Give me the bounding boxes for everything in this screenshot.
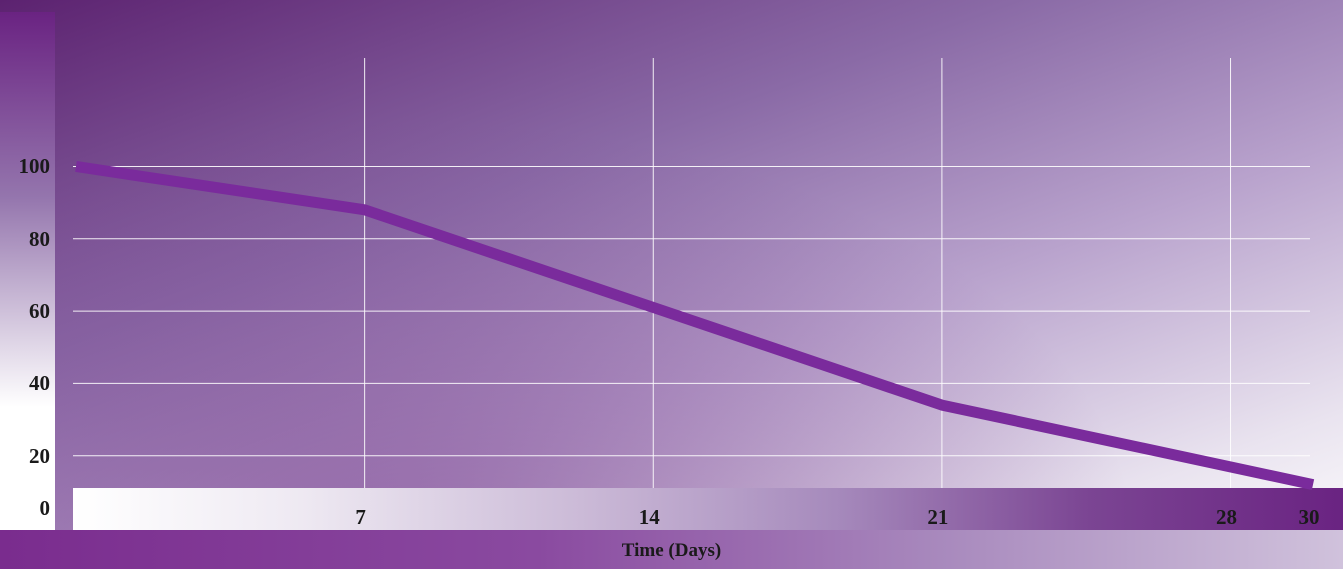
x-tick-label: 7	[355, 505, 366, 529]
y-tick-label: 60	[29, 299, 50, 324]
y-tick-label: 0	[39, 496, 51, 520]
x-axis-title-strip	[0, 530, 1343, 569]
y-axis-bar	[0, 12, 55, 539]
y-tick-label: 20	[29, 443, 50, 468]
x-tick-label: 14	[638, 505, 660, 529]
x-axis-label: Time (Days)	[621, 540, 722, 561]
x-tick-label: 21	[927, 505, 949, 529]
x-tick-label: 28	[1216, 505, 1238, 529]
x-axis-bar	[73, 488, 1343, 530]
x-tick-label: 30	[1298, 505, 1320, 529]
series-line-0	[75, 161, 1315, 490]
y-tick-label: 80	[29, 226, 50, 251]
y-tick-label: 100	[18, 154, 51, 179]
y-tick-label: 40	[29, 371, 50, 396]
